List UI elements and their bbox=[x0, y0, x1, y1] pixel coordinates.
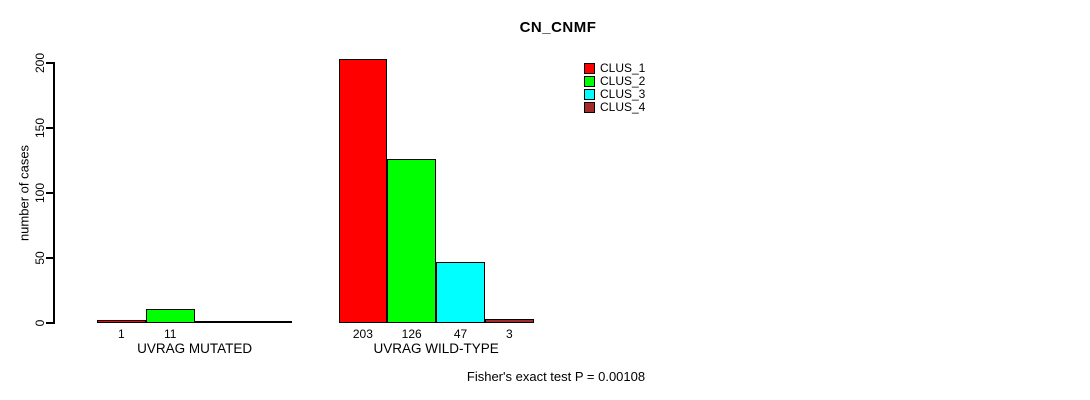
legend-color-swatch bbox=[584, 63, 595, 74]
bar-clus-4 bbox=[484, 319, 534, 323]
bar-value-label: 126 bbox=[401, 327, 422, 341]
bar-clus-2 bbox=[387, 159, 437, 323]
legend-color-swatch bbox=[584, 89, 595, 100]
legend-color-swatch bbox=[584, 76, 595, 87]
bar-clus-2 bbox=[145, 309, 195, 323]
chart-title: CN_CNMF bbox=[519, 19, 597, 36]
legend-item: CLUS_1 bbox=[584, 62, 645, 75]
bar-clus-1 bbox=[97, 320, 146, 323]
bar-clus-1 bbox=[338, 59, 388, 323]
y-axis-tick-label: 50 bbox=[33, 251, 47, 265]
bar-value-label: 47 bbox=[453, 327, 468, 341]
legend-item: CLUS_3 bbox=[584, 88, 645, 101]
y-axis-tick-label: 150 bbox=[33, 117, 47, 139]
legend-item: CLUS_2 bbox=[584, 75, 645, 88]
y-axis-tick-label: 0 bbox=[33, 319, 47, 327]
legend-item-label: CLUS_4 bbox=[600, 100, 646, 114]
y-axis-tick-label: 200 bbox=[33, 52, 47, 74]
y-axis-tick bbox=[46, 62, 54, 64]
y-axis-label: number of cases bbox=[16, 144, 32, 242]
bar-value-label: 203 bbox=[352, 327, 373, 341]
legend-item-label: CLUS_3 bbox=[600, 87, 646, 101]
fisher-test-annotation: Fisher's exact test P = 0.00108 bbox=[466, 369, 646, 384]
legend-item: CLUS_4 bbox=[584, 101, 645, 114]
x-group-label: UVRAG MUTATED bbox=[137, 341, 253, 356]
legend-color-swatch bbox=[584, 102, 595, 113]
bar-value-label: 11 bbox=[163, 327, 177, 341]
y-axis-tick bbox=[46, 257, 54, 259]
y-axis-tick bbox=[46, 192, 54, 194]
y-axis-line bbox=[53, 62, 55, 324]
bar-value-label: 1 bbox=[118, 327, 125, 341]
legend: CLUS_1 CLUS_2 CLUS_3 CLUS_4 bbox=[584, 62, 645, 114]
bar-clus-3 bbox=[436, 262, 485, 323]
legend-item-label: CLUS_2 bbox=[600, 74, 646, 88]
x-group-label: UVRAG WILD-TYPE bbox=[373, 341, 499, 356]
group-baseline bbox=[97, 321, 293, 323]
y-axis-tick-label: 100 bbox=[33, 182, 47, 204]
y-axis-tick bbox=[46, 322, 54, 324]
y-axis-tick bbox=[46, 127, 54, 129]
legend-item-label: CLUS_1 bbox=[600, 61, 646, 75]
bar-value-label: 3 bbox=[505, 327, 513, 341]
